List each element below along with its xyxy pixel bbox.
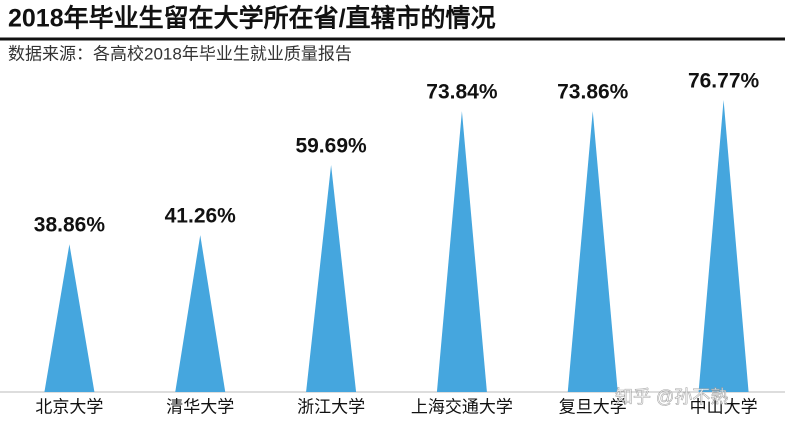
spike-bar bbox=[306, 164, 357, 392]
value-label: 41.26% bbox=[165, 205, 237, 228]
chart-subtitle: 数据来源：各高校2018年毕业生就业质量报告 bbox=[8, 44, 352, 63]
value-label: 73.84% bbox=[426, 81, 498, 104]
spike-bar bbox=[175, 235, 226, 392]
spike-bar bbox=[567, 111, 618, 392]
value-label: 38.86% bbox=[34, 214, 106, 237]
spike-bar bbox=[698, 100, 749, 392]
value-label: 59.69% bbox=[295, 135, 367, 158]
x-tick-label: 清华大学 bbox=[166, 397, 234, 416]
spike-bar bbox=[44, 244, 95, 392]
spike-bar bbox=[436, 111, 487, 392]
value-label: 76.77% bbox=[688, 70, 760, 93]
chart-title: 2018年毕业生留在大学所在省/直辖市的情况 bbox=[8, 4, 496, 33]
x-tick-label: 浙江大学 bbox=[297, 397, 365, 416]
x-tick-label: 北京大学 bbox=[35, 397, 103, 416]
x-tick-label: 中山大学 bbox=[690, 397, 758, 416]
x-tick-label: 复旦大学 bbox=[559, 397, 627, 416]
watermark: 知乎 @孙不熟 bbox=[615, 387, 728, 407]
x-tick-label: 上海交通大学 bbox=[411, 397, 513, 416]
value-label: 73.86% bbox=[557, 81, 629, 104]
